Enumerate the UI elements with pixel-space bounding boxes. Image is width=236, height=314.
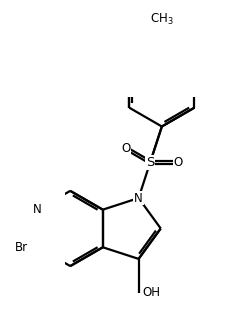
Text: N: N	[134, 192, 143, 204]
Text: CH$_3$: CH$_3$	[150, 12, 174, 27]
Text: OH: OH	[142, 286, 160, 299]
Text: O: O	[174, 156, 183, 169]
Text: N: N	[33, 203, 42, 216]
Text: S: S	[146, 156, 154, 169]
Text: Br: Br	[15, 241, 28, 254]
Text: O: O	[121, 142, 131, 155]
